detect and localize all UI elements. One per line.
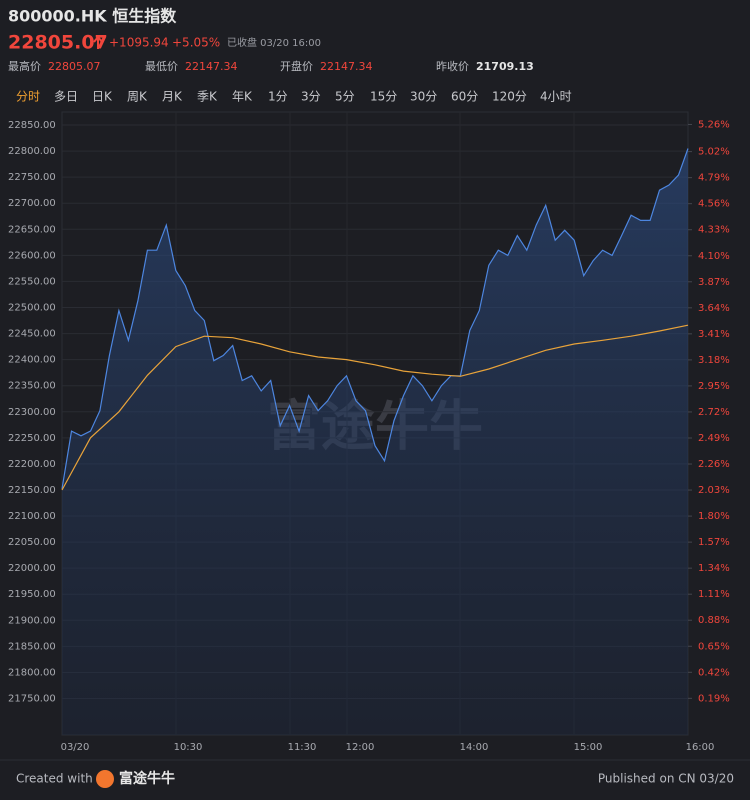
tab[interactable]: 15分	[370, 90, 397, 104]
y2-tick-label: 2.95%	[698, 381, 730, 392]
y-tick-label: 22800.00	[8, 146, 56, 157]
tab[interactable]: 年K	[232, 90, 253, 104]
stat-label: 最低价	[145, 60, 178, 73]
price: 22805.07	[8, 32, 108, 54]
x-tick-label: 10:30	[174, 742, 203, 753]
tab[interactable]: 日K	[92, 90, 113, 104]
y2-tick-label: 3.87%	[698, 277, 730, 288]
stat-value: 22147.34	[320, 60, 373, 73]
y-tick-label: 22050.00	[8, 537, 56, 548]
y2-tick-label: 3.18%	[698, 355, 730, 366]
y-tick-label: 22400.00	[8, 355, 56, 366]
y-tick-label: 22850.00	[8, 120, 56, 131]
y-tick-label: 21900.00	[8, 615, 56, 626]
y-tick-label: 22000.00	[8, 563, 56, 574]
y2-tick-label: 0.65%	[698, 641, 730, 652]
y2-tick-label: 1.80%	[698, 511, 730, 522]
y2-tick-label: 0.19%	[698, 693, 730, 704]
y2-tick-label: 3.64%	[698, 303, 730, 314]
tab[interactable]: 月K	[162, 90, 183, 104]
y-tick-label: 22350.00	[8, 381, 56, 392]
x-tick-label: 15:00	[574, 742, 603, 753]
stat-label: 开盘价	[280, 59, 313, 73]
y2-tick-label: 4.33%	[698, 225, 730, 236]
y-tick-label: 21800.00	[8, 667, 56, 678]
y-tick-label: 21950.00	[8, 589, 56, 600]
y-tick-label: 22450.00	[8, 329, 56, 340]
footer-published: Published on CN 03/20	[598, 772, 734, 786]
y2-tick-label: 2.03%	[698, 485, 730, 496]
x-tick-label: 16:00	[686, 742, 715, 753]
tab[interactable]: 周K	[127, 90, 148, 104]
y2-tick-label: 4.10%	[698, 251, 730, 262]
y2-tick-label: 0.88%	[698, 615, 730, 626]
y2-tick-label: 5.26%	[698, 119, 730, 130]
stat-value: 21709.13	[476, 60, 534, 73]
y2-tick-label: 2.49%	[698, 433, 730, 444]
tab[interactable]: 120分	[492, 90, 527, 104]
y-tick-label: 22250.00	[8, 433, 56, 444]
tab[interactable]: 60分	[451, 90, 478, 104]
tab[interactable]: 30分	[410, 90, 437, 104]
tab[interactable]: 分时	[16, 90, 40, 104]
footer-brand: 富途牛牛	[119, 770, 175, 787]
y2-tick-label: 5.02%	[698, 147, 730, 158]
stat-label: 昨收价	[436, 59, 469, 73]
y-tick-label: 22150.00	[8, 485, 56, 496]
y-tick-label: 21850.00	[8, 641, 56, 652]
x-tick-label: 12:00	[346, 742, 375, 753]
y-tick-label: 22300.00	[8, 407, 56, 418]
tab[interactable]: 季K	[197, 90, 218, 104]
y-tick-label: 22700.00	[8, 198, 56, 209]
status: 已收盘 03/20 16:00	[227, 36, 321, 49]
x-tick-label: 11:30	[288, 742, 317, 753]
y-tick-label: 22550.00	[8, 276, 56, 287]
footer-created: Created with	[16, 772, 93, 786]
plot: 22850.00 22800.00 22750.00 22700.00 22650.00…	[8, 111, 730, 753]
y2-tick-label: 0.42%	[698, 667, 730, 678]
price-area	[62, 148, 688, 735]
tab[interactable]: 1分	[268, 90, 288, 104]
x-tick-label: 03/20	[61, 742, 90, 753]
y2-tick-label: 2.72%	[698, 407, 730, 418]
y2-tick-label: 1.57%	[698, 537, 730, 548]
brand-logo	[96, 770, 114, 788]
change-pct: +5.05%	[172, 36, 220, 50]
title: 800000.HK 恒生指数	[8, 7, 177, 26]
stat-label: 最高价	[8, 59, 41, 73]
y-tick-label: 22100.00	[8, 511, 56, 522]
y-tick-label: 22750.00	[8, 172, 56, 183]
tab[interactable]: 4小时	[540, 90, 572, 104]
x-tick-label: 14:00	[460, 742, 489, 753]
stats: 最高价 22805.07 最低价 22147.34 开盘价 22147.34 昨收价 2170…	[8, 59, 534, 73]
y2-tick-label: 4.79%	[698, 173, 730, 184]
stat-value: 22147.34	[185, 60, 238, 73]
up-arrow	[93, 35, 103, 49]
y2-tick-label: 4.56%	[698, 199, 730, 210]
y-tick-label: 22500.00	[8, 303, 56, 314]
y2-tick-label: 3.41%	[698, 329, 730, 340]
y-tick-label: 22600.00	[8, 250, 56, 261]
average-line	[61, 324, 689, 491]
change: +1095.94	[109, 36, 169, 50]
tab[interactable]: 多日	[54, 90, 78, 104]
y2-tick-label: 1.11%	[698, 589, 730, 600]
y-tick-label: 22650.00	[8, 224, 56, 235]
tab[interactable]: 3分	[301, 90, 321, 104]
y-tick-label: 21750.00	[8, 694, 56, 705]
price-line	[61, 148, 689, 489]
stat-value: 22805.07	[48, 60, 101, 73]
tab[interactable]: 5分	[335, 90, 355, 104]
tabs: 分时 多日 日K 周K 月K 季K 年K 1分 3分 5分 15分 30分 60分 120分 4小时	[16, 90, 572, 104]
y-tick-label: 22200.00	[8, 459, 56, 470]
y2-tick-label: 2.26%	[698, 459, 730, 470]
y2-tick-label: 1.34%	[698, 563, 730, 574]
